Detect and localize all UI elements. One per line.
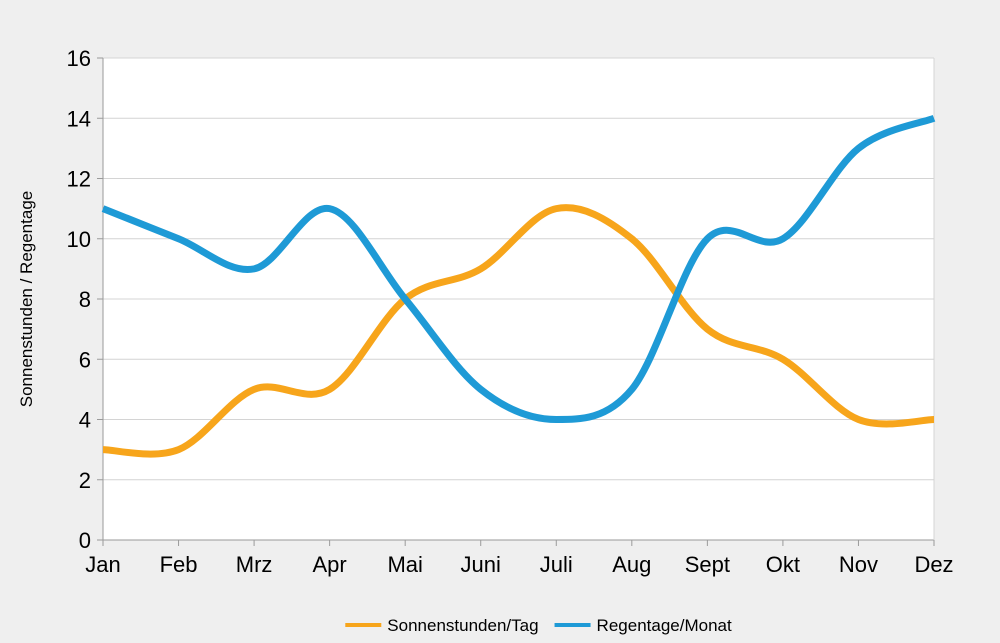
y-tick-label: 8 — [79, 287, 91, 312]
x-tick-label: Okt — [766, 552, 800, 577]
tick-labels: 0 2 4 6 8 10 12 14 16 Jan Feb Mrz Apr Mai Juni Juli Aug S… — [67, 46, 954, 577]
x-tick-label: Juli — [540, 552, 573, 577]
legend-label-1: Regentage/Monat — [597, 616, 732, 635]
x-tick-label: Mrz — [236, 552, 273, 577]
y-tick-label: 16 — [67, 46, 91, 71]
y-tick-label: 0 — [79, 528, 91, 553]
series-lines — [101, 114, 936, 458]
x-tick-label: Feb — [160, 552, 198, 577]
x-tick-label: Mai — [387, 552, 422, 577]
y-tick-label: 4 — [79, 408, 91, 433]
legend-label-0: Sonnenstunden/Tag — [387, 616, 538, 635]
y-tick-label: 14 — [67, 106, 91, 131]
x-tick-label: Jan — [85, 552, 120, 577]
y-tick-label: 12 — [67, 167, 91, 192]
legend: Sonnenstunden/Tag Regentage/Monat — [345, 616, 732, 635]
y-tick-label: 2 — [79, 468, 91, 493]
x-tick-label: Juni — [461, 552, 501, 577]
x-tick-label: Sept — [685, 552, 730, 577]
axes — [97, 57, 935, 546]
x-tick-label: Apr — [313, 552, 347, 577]
y-tick-label: 10 — [67, 227, 91, 252]
series-line-1 — [101, 114, 936, 423]
x-tick-label: Aug — [612, 552, 651, 577]
y-tick-label: 6 — [79, 347, 91, 372]
x-tick-label: Dez — [914, 552, 953, 577]
series-line-0 — [102, 204, 935, 458]
y-axis-title: Sonnenstunden / Regentage — [17, 191, 36, 407]
x-tick-label: Nov — [839, 552, 878, 577]
